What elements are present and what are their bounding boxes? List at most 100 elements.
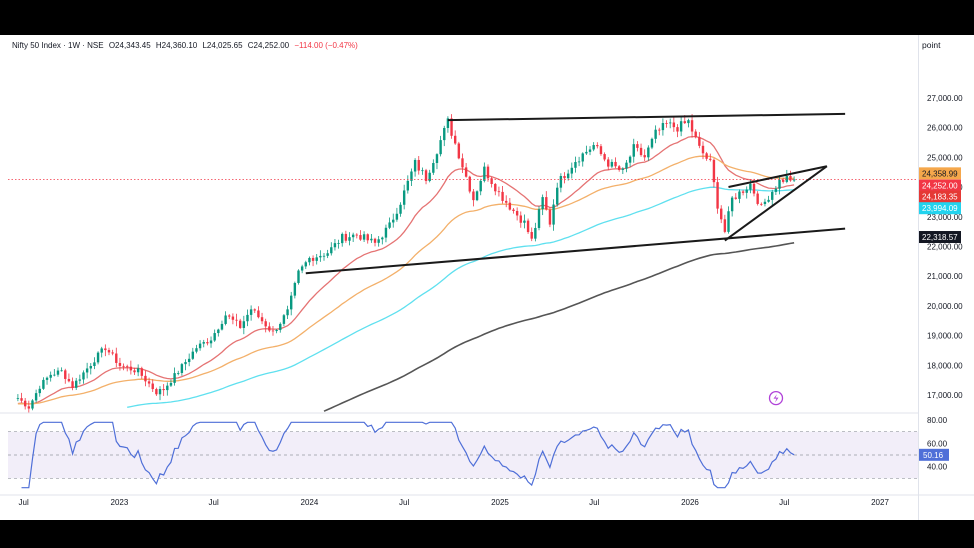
- candle-body: [741, 191, 745, 193]
- candle-body: [716, 182, 719, 209]
- candle-body: [617, 166, 621, 170]
- time-tick-label: Jul: [399, 498, 409, 507]
- candle-body: [93, 362, 96, 367]
- candle-body: [213, 333, 216, 341]
- candle-body: [450, 118, 453, 136]
- candle-body: [300, 266, 304, 271]
- candle-body: [71, 381, 74, 388]
- candle-body: [67, 378, 71, 382]
- ema-line-4: [323, 242, 795, 412]
- candle-body: [566, 173, 570, 179]
- candle-body: [136, 368, 140, 373]
- candle-body: [654, 129, 657, 139]
- symbol-name[interactable]: Nifty 50 Index · 1W · NSE: [12, 41, 104, 50]
- candle-body: [78, 379, 82, 381]
- candle-body: [694, 131, 697, 138]
- candle-body: [468, 176, 471, 192]
- price-badge: [919, 179, 961, 192]
- candle-body: [38, 388, 41, 394]
- candle-body: [359, 235, 362, 240]
- candle-body: [271, 330, 275, 332]
- price-tick-label: 25,000.00: [927, 153, 963, 162]
- candle-body: [749, 183, 752, 190]
- candle-body: [74, 380, 78, 388]
- candle-body: [395, 213, 399, 220]
- candle-body: [643, 155, 646, 158]
- candle-body: [45, 377, 49, 380]
- candle-body: [607, 159, 610, 167]
- candle-body: [297, 270, 300, 283]
- candle-body: [209, 340, 213, 344]
- candle-body: [122, 365, 125, 367]
- candle-body: [249, 309, 253, 315]
- candle-body: [242, 321, 246, 328]
- time-tick-label: 2023: [111, 498, 129, 507]
- candle-body: [23, 400, 27, 407]
- price-badge-label: 22,318.57: [922, 233, 958, 242]
- time-tick-label: 2026: [681, 498, 699, 507]
- candle-body: [49, 374, 52, 378]
- candle-body: [614, 161, 617, 167]
- candle-body: [585, 151, 588, 154]
- candle-body: [337, 243, 340, 244]
- time-tick-label: Jul: [779, 498, 789, 507]
- candle-body: [158, 389, 162, 395]
- candle-body: [432, 162, 435, 173]
- candle-body: [191, 351, 195, 359]
- candle-body: [402, 190, 406, 205]
- candle-body: [348, 237, 351, 241]
- candle-body: [486, 166, 490, 179]
- candle-body: [333, 243, 337, 248]
- candle-body: [253, 309, 256, 311]
- candle-body: [530, 232, 533, 239]
- candle-body: [315, 257, 318, 261]
- candle-body: [290, 295, 293, 310]
- candle-body: [453, 135, 457, 144]
- price-tick-label: 26,000.00: [927, 124, 963, 133]
- price-badge: [919, 190, 961, 203]
- trendline-4: [728, 165, 828, 189]
- candle-body: [512, 209, 515, 211]
- candle-body: [435, 154, 439, 163]
- candle-body: [322, 255, 326, 257]
- candle-body: [304, 262, 307, 267]
- candle-body: [738, 191, 741, 199]
- candle-body: [712, 159, 716, 183]
- candle-body: [85, 368, 89, 373]
- candle-body: [443, 127, 446, 141]
- candle-body: [650, 138, 654, 148]
- candle-body: [424, 170, 428, 181]
- price-badge-label: 24,358.99: [922, 169, 958, 178]
- ohlc-close: C24,252.00: [247, 41, 290, 50]
- candle-body: [111, 352, 114, 354]
- candle-body: [177, 373, 180, 374]
- candle-body: [417, 159, 420, 171]
- candle-body: [588, 149, 592, 152]
- candle-body: [545, 197, 548, 210]
- candle-body: [774, 188, 778, 192]
- candle-body: [246, 314, 249, 322]
- candle-body: [548, 209, 552, 225]
- candle-body: [126, 366, 129, 368]
- candle-body: [60, 370, 63, 372]
- candle-body: [410, 171, 413, 181]
- candle-body: [760, 203, 763, 205]
- scale-mode-label[interactable]: point: [922, 40, 941, 50]
- time-tick-label: Jul: [19, 498, 29, 507]
- ohlc-low: L24,025.65: [202, 41, 243, 50]
- trendline-1: [447, 112, 846, 122]
- candle-body: [187, 358, 191, 363]
- candle-body: [479, 180, 482, 192]
- candle-body: [82, 372, 85, 380]
- price-tick-label: 21,000.00: [927, 272, 963, 281]
- candle-body: [377, 239, 380, 243]
- candle-body: [756, 193, 759, 204]
- candle-body: [16, 398, 20, 399]
- candle-body: [107, 350, 111, 353]
- candle-body: [31, 400, 34, 409]
- candle-body: [27, 406, 31, 409]
- chart-canvas[interactable]: 27,000.0026,000.0025,000.0024,000.0023,0…: [0, 35, 974, 520]
- candle-body: [727, 211, 730, 232]
- candle-body: [260, 317, 264, 322]
- candle-body: [308, 257, 311, 263]
